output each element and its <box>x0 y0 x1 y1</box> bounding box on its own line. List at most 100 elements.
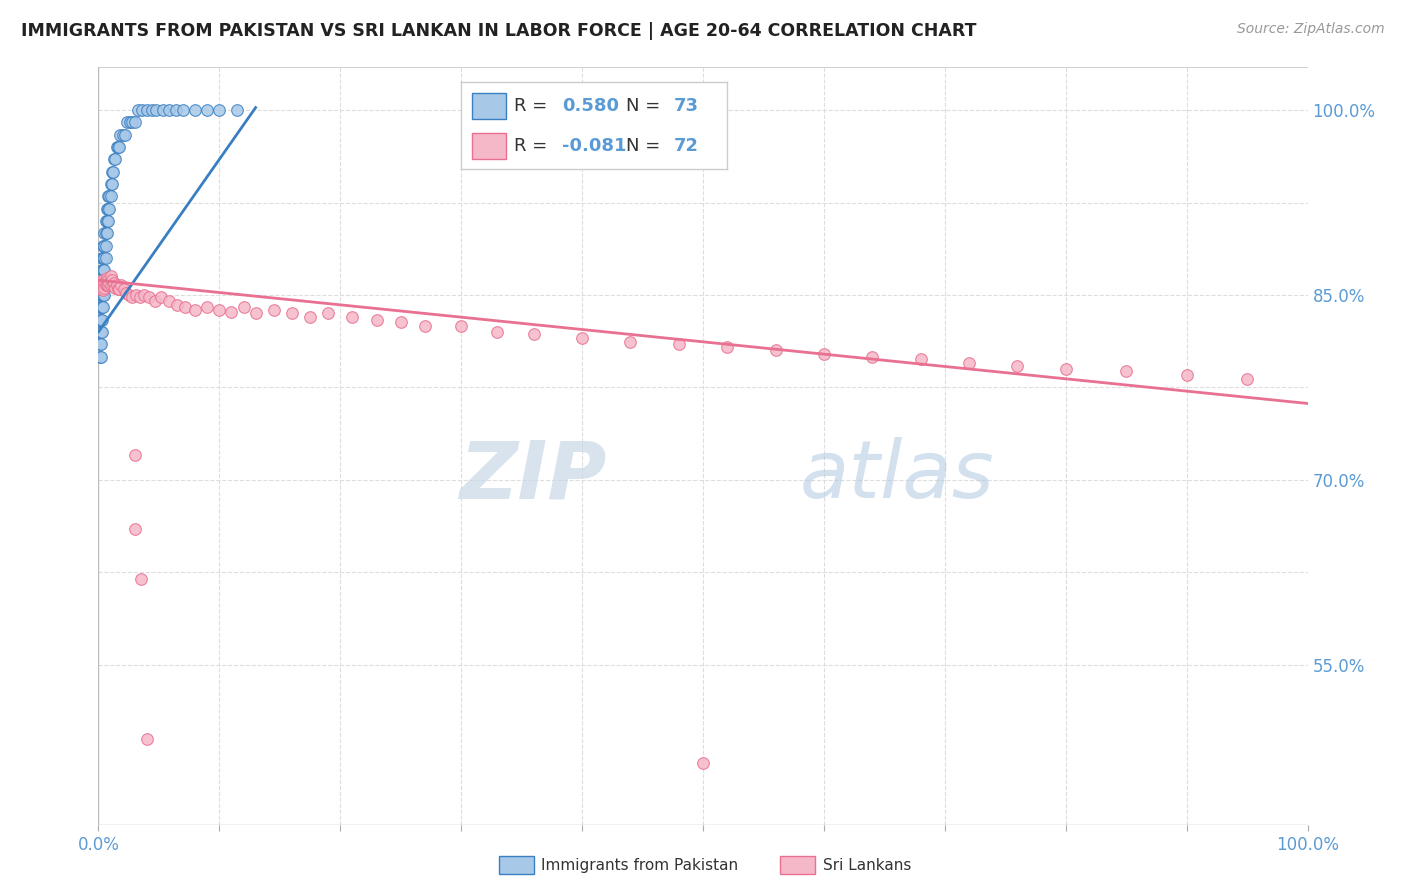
Text: IMMIGRANTS FROM PAKISTAN VS SRI LANKAN IN LABOR FORCE | AGE 20-64 CORRELATION CH: IMMIGRANTS FROM PAKISTAN VS SRI LANKAN I… <box>21 22 977 40</box>
Point <box>342 310 364 325</box>
Point <box>124 115 146 129</box>
Text: atlas: atlas <box>800 437 994 516</box>
Point <box>98 189 121 203</box>
Point <box>91 276 114 290</box>
Point <box>1054 362 1077 376</box>
Point <box>128 290 150 304</box>
Point <box>94 278 117 293</box>
Point <box>195 301 218 315</box>
Point <box>413 318 436 333</box>
Point <box>90 350 112 364</box>
Point <box>118 115 141 129</box>
Point <box>89 337 111 351</box>
Point <box>94 227 117 241</box>
Point <box>93 276 115 290</box>
Point <box>112 282 135 296</box>
Point <box>91 283 114 297</box>
Point <box>89 350 111 364</box>
Point <box>91 251 114 265</box>
Point <box>98 202 121 216</box>
Text: Immigrants from Pakistan: Immigrants from Pakistan <box>541 858 738 872</box>
Point <box>166 298 188 312</box>
Point <box>571 331 593 345</box>
Point <box>135 103 157 117</box>
Point <box>91 288 114 302</box>
Point <box>117 115 139 129</box>
Point <box>114 128 136 142</box>
Point <box>138 290 160 304</box>
Point <box>1236 372 1258 386</box>
Point <box>100 278 122 293</box>
Point <box>100 177 122 191</box>
Point <box>90 337 112 351</box>
Point <box>389 315 412 329</box>
Point <box>100 164 122 178</box>
Point <box>316 306 339 320</box>
Point <box>93 280 115 294</box>
Point <box>692 756 714 771</box>
Point <box>98 276 121 290</box>
Point <box>281 306 304 320</box>
Point <box>221 305 243 319</box>
Point <box>97 278 120 293</box>
Point <box>96 270 118 285</box>
Point <box>91 263 114 277</box>
Point <box>152 103 174 117</box>
Point <box>89 282 111 296</box>
Point <box>97 189 120 203</box>
Point <box>93 238 115 252</box>
Point <box>93 288 115 302</box>
Point <box>121 290 143 304</box>
Point <box>101 164 124 178</box>
Point <box>110 278 132 293</box>
Point <box>91 301 114 315</box>
Point <box>157 103 180 117</box>
Point <box>100 269 122 284</box>
Point <box>108 140 131 154</box>
Point <box>195 103 218 117</box>
Point <box>96 227 118 241</box>
Point <box>104 153 127 167</box>
Point <box>145 103 167 117</box>
Point <box>90 282 112 296</box>
Point <box>90 301 112 315</box>
Text: Sri Lankans: Sri Lankans <box>823 858 911 872</box>
Point <box>619 334 641 349</box>
Point <box>668 337 690 351</box>
Point <box>124 448 146 462</box>
Point <box>1115 364 1137 378</box>
Point <box>100 273 122 287</box>
Point <box>91 273 114 287</box>
Point <box>134 288 156 302</box>
Point <box>93 227 115 241</box>
Point <box>105 140 128 154</box>
Point <box>108 282 131 296</box>
Point <box>165 103 187 117</box>
Point <box>105 278 128 293</box>
Point <box>91 278 114 293</box>
Point <box>135 731 157 746</box>
Point <box>89 325 111 339</box>
Point <box>103 153 125 167</box>
Point <box>226 103 249 117</box>
Point <box>208 302 231 317</box>
Point <box>97 273 120 287</box>
Point <box>97 214 120 228</box>
Point <box>93 251 115 265</box>
Point <box>765 343 787 358</box>
Point <box>91 312 114 326</box>
Point <box>91 278 114 293</box>
Point <box>90 276 112 290</box>
Point <box>103 276 125 290</box>
Point <box>716 340 738 354</box>
Point <box>184 302 207 317</box>
Point <box>299 310 322 325</box>
Point <box>111 128 134 142</box>
Point <box>184 103 207 117</box>
Point <box>150 290 173 304</box>
Point <box>131 103 153 117</box>
Point <box>91 325 114 339</box>
Point <box>813 347 835 361</box>
Point <box>96 278 118 293</box>
Point <box>90 312 112 326</box>
